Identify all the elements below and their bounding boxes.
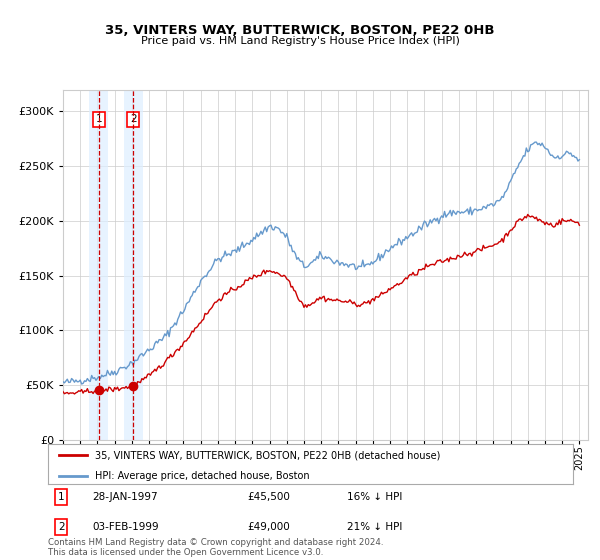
Text: £45,500: £45,500 [248, 492, 290, 502]
Text: HPI: Average price, detached house, Boston: HPI: Average price, detached house, Bost… [95, 470, 310, 480]
Text: 16% ↓ HPI: 16% ↓ HPI [347, 492, 403, 502]
Text: Price paid vs. HM Land Registry's House Price Index (HPI): Price paid vs. HM Land Registry's House … [140, 36, 460, 46]
Bar [89, 90, 108, 440]
Text: 03-FEB-1999: 03-FEB-1999 [92, 522, 159, 532]
Text: 35, VINTERS WAY, BUTTERWICK, BOSTON, PE22 0HB (detached house): 35, VINTERS WAY, BUTTERWICK, BOSTON, PE2… [95, 450, 440, 460]
Text: 21% ↓ HPI: 21% ↓ HPI [347, 522, 403, 532]
Text: 28-JAN-1997: 28-JAN-1997 [92, 492, 158, 502]
Bar [124, 90, 143, 440]
Text: 2: 2 [58, 522, 64, 532]
Text: £49,000: £49,000 [248, 522, 290, 532]
Text: 35, VINTERS WAY, BUTTERWICK, BOSTON, PE22 0HB: 35, VINTERS WAY, BUTTERWICK, BOSTON, PE2… [105, 24, 495, 36]
Text: 2: 2 [130, 114, 137, 124]
Text: 1: 1 [58, 492, 64, 502]
Text: 1: 1 [95, 114, 102, 124]
Text: Contains HM Land Registry data © Crown copyright and database right 2024.
This d: Contains HM Land Registry data © Crown c… [48, 538, 383, 557]
